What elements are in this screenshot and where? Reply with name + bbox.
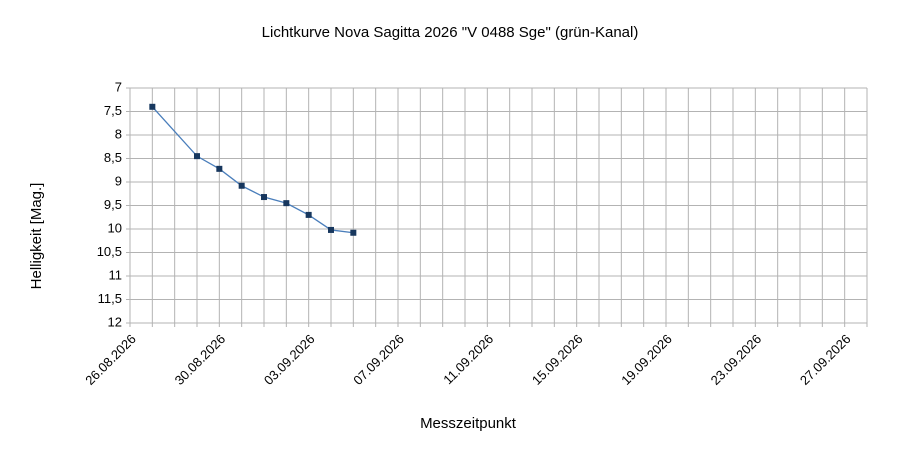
y-axis-title: Helligkeit [Mag.]	[28, 183, 45, 290]
x-tick-label: 07.09.2026	[350, 331, 407, 388]
y-tick-label: 7,5	[104, 103, 122, 118]
y-tick-label: 11,5	[98, 291, 122, 306]
y-tick-label: 8,5	[104, 150, 122, 165]
data-point	[238, 182, 245, 189]
data-point	[305, 211, 312, 218]
chart-title: Lichtkurve Nova Sagitta 2026 "V 0488 Sge…	[262, 24, 639, 41]
x-axis-title: Messzeitpunkt	[420, 415, 517, 432]
data-point	[149, 103, 156, 110]
y-tick-label: 8	[115, 126, 122, 141]
y-tick-label: 10	[108, 220, 122, 235]
x-tick-label: 26.08.2026	[82, 331, 139, 388]
data-point	[216, 165, 223, 172]
data-point	[350, 229, 357, 236]
data-point	[194, 153, 200, 160]
y-tick-label: 9,5	[104, 197, 122, 212]
x-tick-label: 03.09.2026	[261, 331, 318, 388]
y-tick-label: 7	[115, 79, 122, 94]
x-tick-label: 15.09.2026	[529, 331, 586, 388]
x-tick-label: 11.09.2026	[440, 331, 496, 387]
x-tick-label: 19.09.2026	[618, 331, 675, 388]
y-tick-label: 12	[108, 314, 122, 329]
y-tick-label: 10,5	[97, 244, 122, 259]
y-tick-label: 9	[115, 173, 122, 188]
data-point	[261, 194, 267, 201]
data-point	[283, 200, 290, 207]
data-point	[328, 226, 334, 233]
x-tick-label: 23.09.2026	[708, 331, 765, 388]
y-tick-label: 11	[109, 267, 123, 282]
x-tick-label: 27.09.2026	[797, 331, 854, 388]
x-tick-label: 30.08.2026	[172, 331, 229, 388]
